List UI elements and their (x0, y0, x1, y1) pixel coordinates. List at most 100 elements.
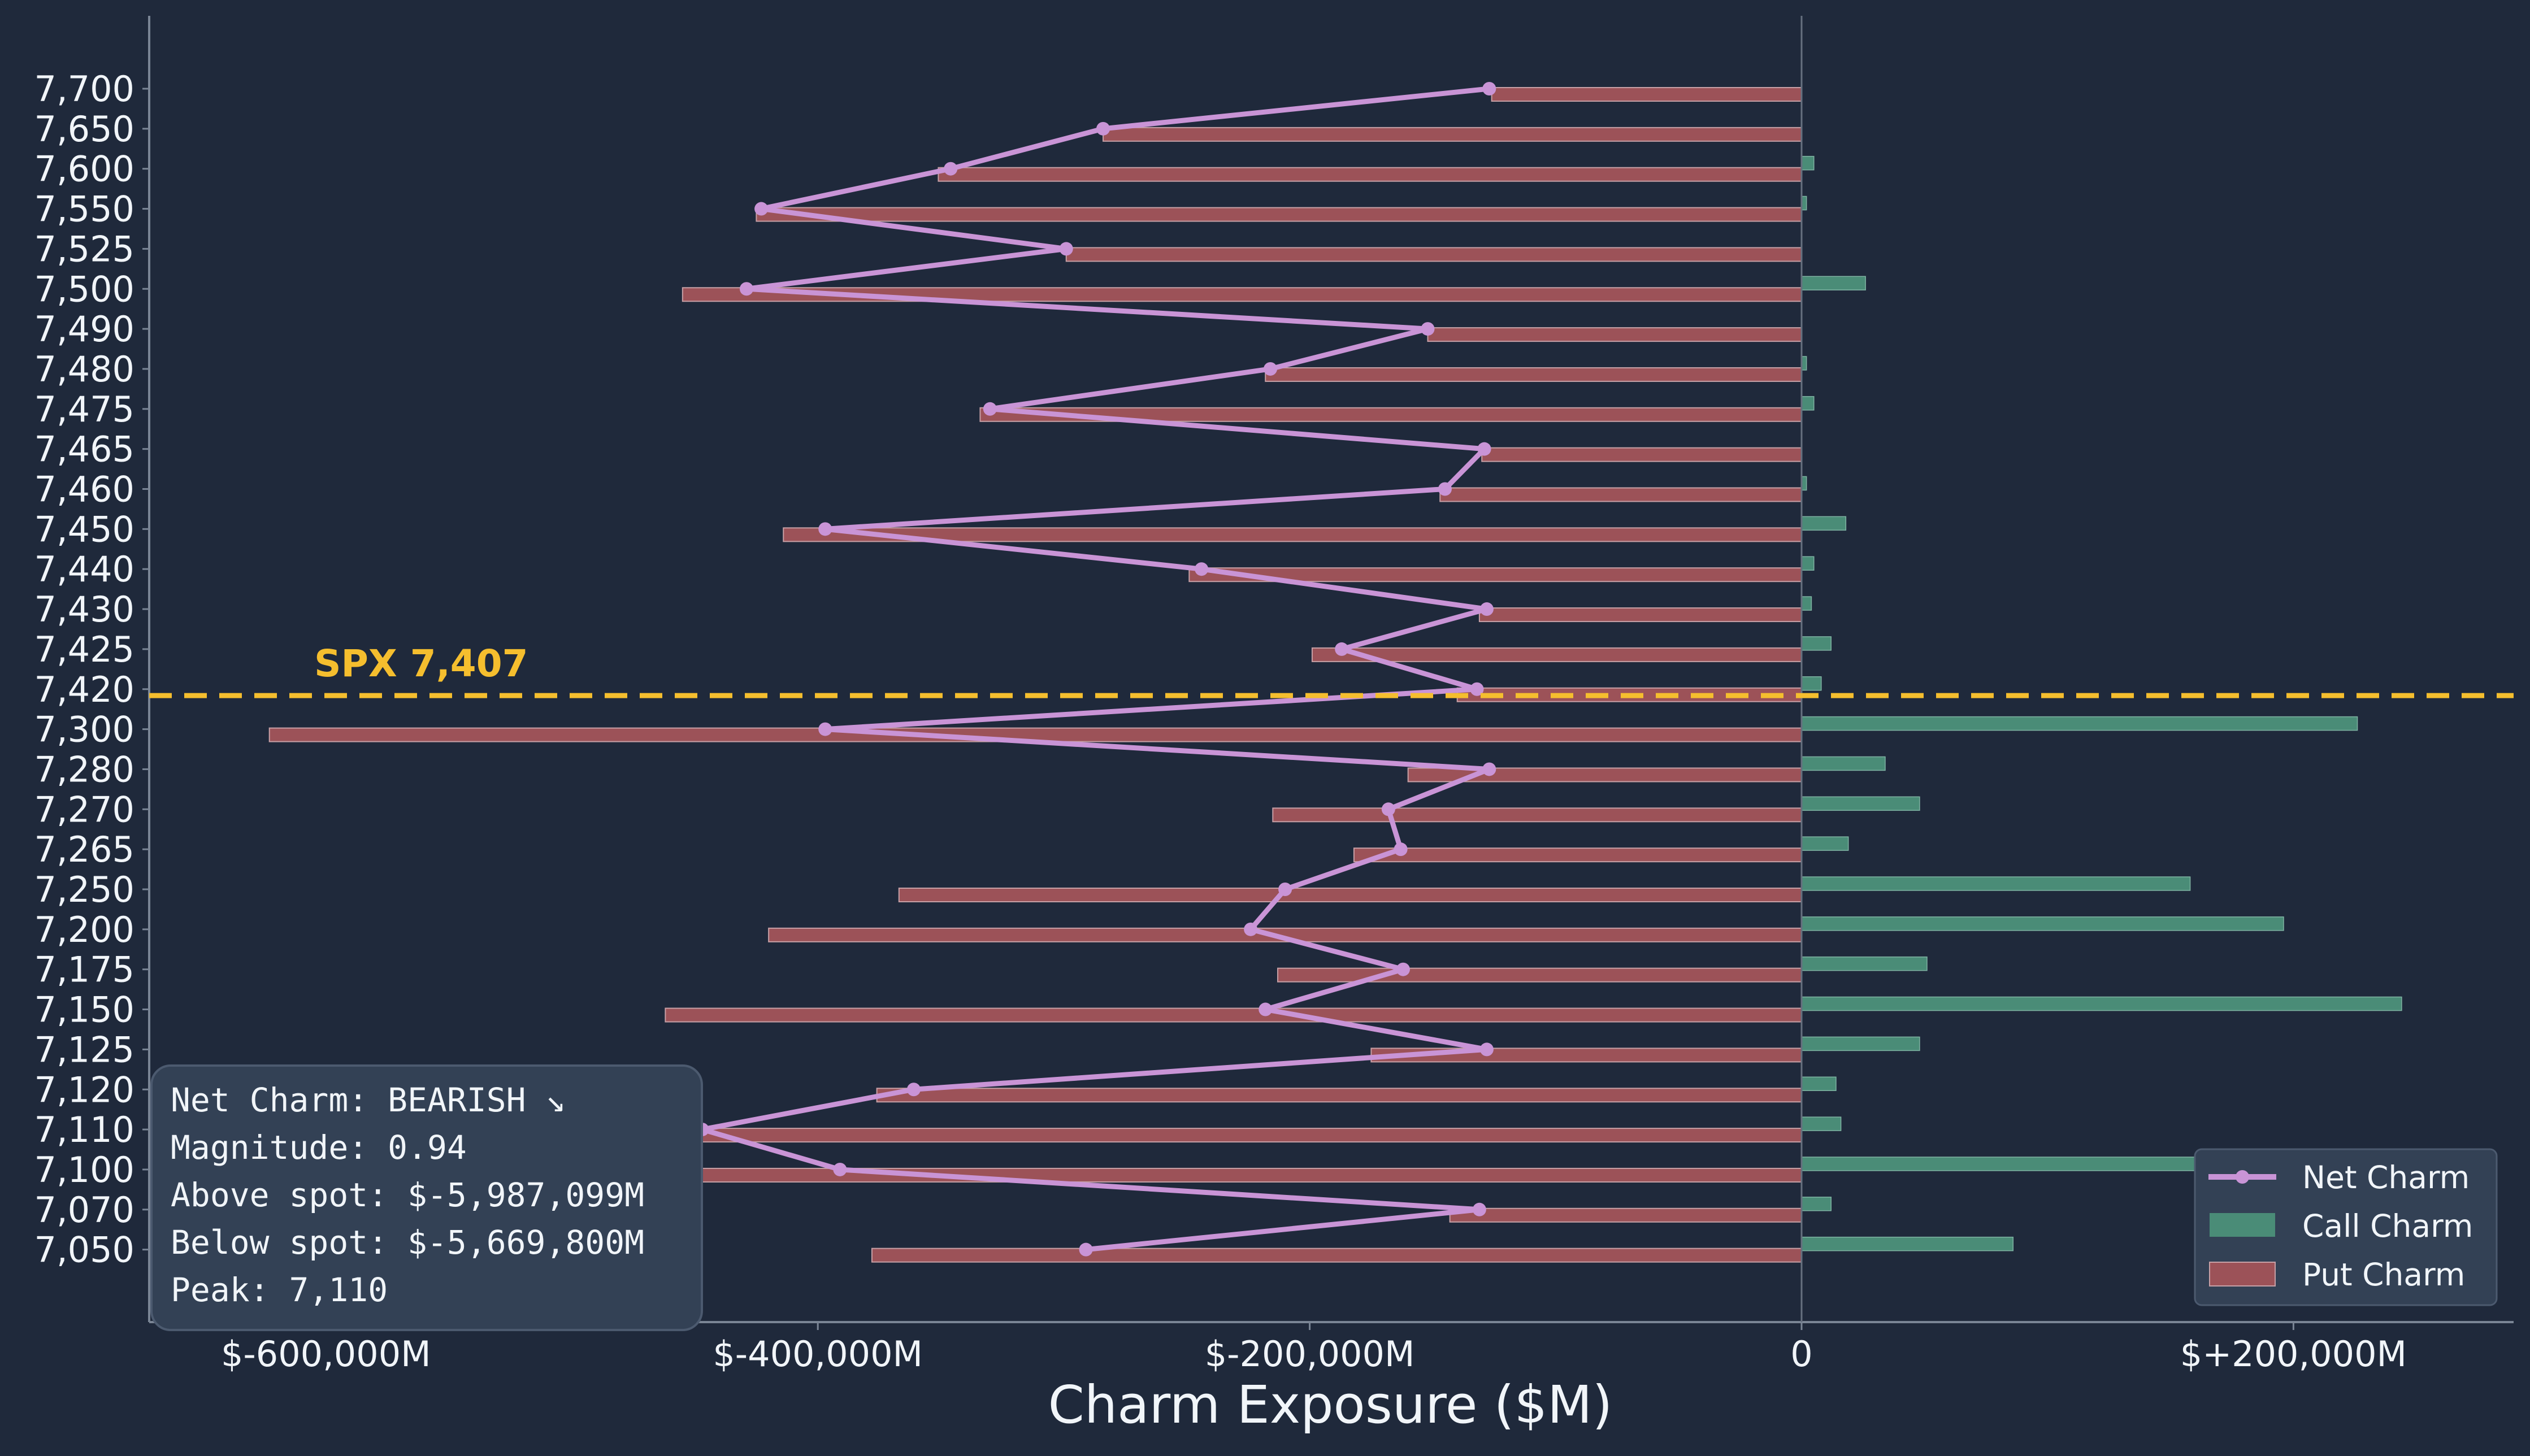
net-charm-point (818, 722, 832, 736)
y-tick-label: 7,500 (34, 268, 135, 310)
y-tick-label: 7,480 (34, 349, 135, 390)
put-charm-bar (1491, 87, 1802, 102)
put-charm-bar (1277, 967, 1802, 983)
call-charm-bar (1801, 516, 1847, 531)
call-charm-bar (1801, 956, 1928, 971)
x-tick-label: $-400,000M (713, 1333, 923, 1375)
call-charm-bar (1801, 756, 1886, 771)
call-charm-bar (1801, 796, 1920, 811)
y-tick-label: 7,125 (34, 1029, 135, 1070)
net-charm-point (1381, 802, 1395, 816)
x-tick-label: $-600,000M (221, 1333, 431, 1375)
y-tick-label: 7,050 (34, 1229, 135, 1271)
y-tick-label: 7,150 (34, 989, 135, 1031)
net-charm-point (1195, 562, 1209, 576)
bars-layer (268, 82, 2402, 1263)
net-charm-point (1278, 883, 1292, 896)
net-charm-point (1259, 1002, 1273, 1016)
y-tick-label: 7,465 (34, 429, 135, 470)
put-charm-bar (938, 167, 1802, 182)
put-charm-bar (1103, 127, 1802, 142)
net-charm-point (739, 282, 753, 296)
y-tick-label: 7,550 (34, 189, 135, 230)
legend-put-charm-swatch (2209, 1262, 2276, 1287)
put-charm-bar (1065, 247, 1802, 262)
call-charm-bar (1801, 1236, 2014, 1251)
annotation-line: Below spot: $-5,669,800M (171, 1223, 644, 1262)
call-charm-bar (1801, 1197, 1832, 1211)
call-charm-bar (1801, 996, 2402, 1011)
net-charm-point (1059, 242, 1073, 256)
annotation-line: Above spot: $-5,987,099M (171, 1176, 644, 1214)
annotation-box: Net Charm: BEARISH ↘ Magnitude: 0.94 Abo… (150, 1064, 703, 1331)
legend-net-charm-marker (2236, 1170, 2249, 1184)
call-charm-bar (1801, 836, 1849, 851)
put-charm-bar (876, 1088, 1802, 1103)
put-charm-bar (871, 1248, 1802, 1263)
y-tick-label: 7,070 (34, 1189, 135, 1231)
call-charm-bar (1801, 276, 1866, 290)
net-charm-point (1096, 121, 1110, 136)
net-charm-point (1079, 1242, 1093, 1257)
net-charm-point (906, 1083, 921, 1097)
put-charm-bar (1449, 1207, 1803, 1223)
x-tick-labels: $-600,000M $-400,000M $-200,000M 0 $+200,000… (221, 1322, 2407, 1375)
net-charm-point (1472, 1202, 1486, 1216)
spot-layer: SPX 7,407 (149, 642, 2514, 698)
call-charm-bar (1801, 1036, 1920, 1051)
y-tick-label: 7,440 (34, 549, 135, 590)
call-charm-bar (1801, 1076, 1837, 1091)
put-charm-bar (1439, 487, 1803, 502)
call-charm-bar (1801, 1116, 1842, 1131)
put-charm-bar (756, 207, 1802, 222)
call-charm-bar (1801, 1157, 2213, 1171)
legend: Net Charm Call Charm Put Charm (2194, 1148, 2498, 1306)
net-charm-point (1438, 482, 1452, 496)
y-tick-label: 7,280 (34, 749, 135, 790)
legend-put-charm-label: Put Charm (2302, 1257, 2465, 1293)
call-charm-bar (1801, 636, 1832, 651)
y-tick-label: 7,650 (34, 108, 135, 150)
call-charm-bar (1801, 676, 1822, 691)
net-charm-point (1479, 602, 1494, 616)
put-charm-bar (1265, 367, 1802, 382)
y-tick-label: 7,265 (34, 829, 135, 870)
x-tick-label: $-200,000M (1205, 1333, 1415, 1375)
put-charm-bar (1427, 327, 1803, 342)
put-charm-bar (898, 888, 1802, 902)
y-tick-label: 7,300 (34, 709, 135, 750)
call-charm-bar (1801, 876, 2191, 891)
annotation-line: Peak: 7,110 (171, 1271, 388, 1309)
y-tick-label: 7,490 (34, 308, 135, 350)
annotation-background (150, 1064, 703, 1331)
x-tick-label: $+200,000M (2180, 1333, 2407, 1375)
net-charm-point (1479, 1042, 1494, 1057)
call-charm-bar (1801, 396, 1815, 411)
y-tick-label: 7,460 (34, 469, 135, 510)
put-charm-bar (1481, 447, 1802, 462)
y-tick-label: 7,450 (34, 508, 135, 550)
call-charm-bar (1801, 916, 2284, 931)
y-tick-label: 7,700 (34, 68, 135, 110)
net-charm-point (1470, 682, 1484, 696)
y-tick-label: 7,600 (34, 149, 135, 190)
y-tick-label: 7,200 (34, 909, 135, 950)
net-charm-point (1396, 962, 1410, 976)
spot-label: SPX 7,407 (314, 642, 528, 685)
call-charm-bar (1801, 596, 1812, 611)
y-tick-label: 7,425 (34, 629, 135, 670)
y-tick-label: 7,100 (34, 1149, 135, 1190)
put-charm-bar (1353, 847, 1803, 863)
call-charm-bar (1801, 716, 2358, 731)
net-charm-point (1244, 922, 1258, 936)
net-charm-point (754, 202, 769, 216)
put-charm-bar (783, 527, 1802, 542)
legend-call-charm-swatch (2210, 1213, 2275, 1237)
y-tick-label: 7,120 (34, 1069, 135, 1110)
put-charm-bar (659, 1128, 1802, 1143)
y-tick-label: 7,250 (34, 869, 135, 910)
annotation-line: Magnitude: 0.94 (171, 1128, 467, 1167)
net-charm-point (1394, 842, 1408, 857)
